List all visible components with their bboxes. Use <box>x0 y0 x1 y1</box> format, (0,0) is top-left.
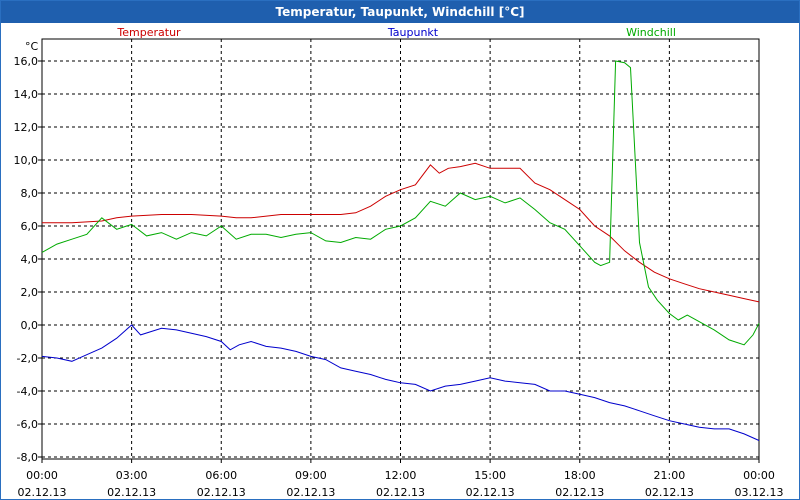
x-tick-label-time: 09:00 <box>295 469 327 482</box>
y-tick-label: 10,0 <box>14 154 39 167</box>
y-tick-label: -6,0 <box>17 418 38 431</box>
y-tick-label: 16,0 <box>14 55 39 68</box>
y-tick-label: -8,0 <box>17 451 38 464</box>
x-tick-label-time: 18:00 <box>564 469 596 482</box>
y-axis-label: °C <box>25 40 39 53</box>
series-line-windchill <box>41 60 760 346</box>
y-tick-label: 8,0 <box>21 187 39 200</box>
x-tick-label-date: 03.12.13 <box>735 486 784 499</box>
y-tick-label: 12,0 <box>14 121 39 134</box>
x-tick-label-time: 21:00 <box>654 469 686 482</box>
y-tick-label: -4,0 <box>17 385 38 398</box>
x-tick-label-time: 12:00 <box>385 469 417 482</box>
legend-taupunkt: Taupunkt <box>387 26 439 39</box>
legend-temperatur: Temperatur <box>116 26 181 39</box>
chart-area: 16,0 14,0 12,0 10,0 8,0 6,0 4,0 2,0 0,0 -2,0 -4,0 -… <box>14 26 784 499</box>
x-tick-label-date: 02.12.13 <box>376 486 425 499</box>
x-tick-label-time: 03:00 <box>116 469 148 482</box>
y-tick-label: 6,0 <box>21 220 39 233</box>
y-tick-label: 2,0 <box>21 286 39 299</box>
x-tick-label-date: 02.12.13 <box>645 486 694 499</box>
x-tick-label-time: 06:00 <box>205 469 237 482</box>
x-tick-label-date: 02.12.13 <box>197 486 246 499</box>
x-tick-label-time: 15:00 <box>474 469 506 482</box>
x-tick-label-time: 00:00 <box>26 469 58 482</box>
y-tick-label: 14,0 <box>14 88 39 101</box>
series-line-taupunkt <box>41 324 760 441</box>
series-line-temperatur <box>42 162 760 303</box>
x-tick-label-date: 02.12.13 <box>466 486 515 499</box>
y-tick-label: 0,0 <box>21 319 39 332</box>
x-tick-label-date: 02.12.13 <box>107 486 156 499</box>
x-tick-label-date: 02.12.13 <box>286 486 335 499</box>
window-title: Temperatur, Taupunkt, Windchill [°C] <box>1 1 799 23</box>
x-tick-label-date: 02.12.13 <box>18 486 67 499</box>
x-tick-label-date: 02.12.13 <box>555 486 604 499</box>
y-tick-label: -2,0 <box>17 352 38 365</box>
legend-windchill: Windchill <box>626 26 676 39</box>
y-tick-label: 4,0 <box>21 253 39 266</box>
x-tick-label-time: 00:00 <box>743 469 775 482</box>
